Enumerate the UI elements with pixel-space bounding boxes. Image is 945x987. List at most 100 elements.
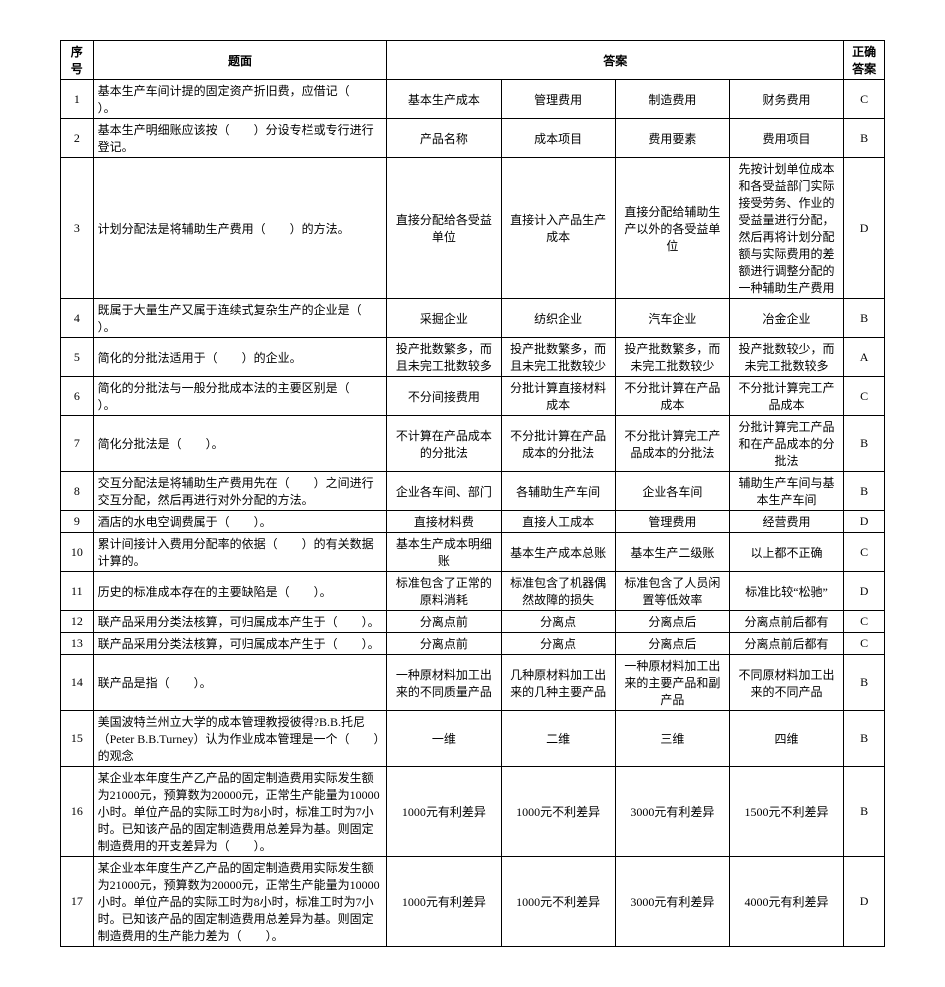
table-row: 11历史的标准成本存在的主要缺陷是（ ）。标准包含了正常的原料消耗标准包含了机器…	[61, 572, 885, 611]
cell-option-c: 制造费用	[615, 80, 729, 119]
table-row: 9酒店的水电空调费属于（ ）。直接材料费直接人工成本管理费用经营费用D	[61, 511, 885, 533]
cell-correct: D	[844, 511, 885, 533]
cell-correct: B	[844, 655, 885, 711]
cell-option-c: 标准包含了人员闲置等低效率	[615, 572, 729, 611]
cell-option-a: 产品名称	[387, 119, 501, 158]
table-row: 15美国波特兰州立大学的成本管理教授彼得?B.B.托尼（Peter B.B.Tu…	[61, 711, 885, 767]
cell-option-c: 直接分配给辅助生产以外的各受益单位	[615, 158, 729, 299]
cell-option-a: 标准包含了正常的原料消耗	[387, 572, 501, 611]
cell-correct: B	[844, 119, 885, 158]
cell-option-c: 一种原材料加工出来的主要产品和副产品	[615, 655, 729, 711]
cell-option-b: 标准包含了机器偶然故障的损失	[501, 572, 615, 611]
cell-option-b: 管理费用	[501, 80, 615, 119]
table-row: 13联产品采用分类法核算，可归属成本产生于（ ）。分离点前分离点分离点后分离点前…	[61, 633, 885, 655]
cell-num: 10	[61, 533, 94, 572]
cell-option-a: 直接分配给各受益单位	[387, 158, 501, 299]
cell-option-d: 财务费用	[729, 80, 843, 119]
cell-option-c: 分离点后	[615, 611, 729, 633]
cell-option-a: 1000元有利差异	[387, 767, 501, 857]
cell-option-c: 费用要素	[615, 119, 729, 158]
cell-option-a: 基本生产成本明细账	[387, 533, 501, 572]
cell-option-d: 分离点前后都有	[729, 633, 843, 655]
cell-question: 累计间接计入费用分配率的依据（ ）的有关数据计算的。	[93, 533, 387, 572]
cell-option-a: 不计算在产品成本的分批法	[387, 416, 501, 472]
cell-option-d: 经营费用	[729, 511, 843, 533]
cell-num: 2	[61, 119, 94, 158]
cell-correct: A	[844, 338, 885, 377]
cell-question: 联产品采用分类法核算，可归属成本产生于（ ）。	[93, 633, 387, 655]
col-question: 题面	[93, 41, 387, 80]
cell-option-c: 投产批数繁多，而未完工批数较少	[615, 338, 729, 377]
cell-option-d: 1500元不利差异	[729, 767, 843, 857]
cell-option-b: 各辅助生产车间	[501, 472, 615, 511]
cell-correct: B	[844, 416, 885, 472]
cell-option-d: 分离点前后都有	[729, 611, 843, 633]
table-row: 4既属于大量生产又属于连续式复杂生产的企业是（ ）。采掘企业纺织企业汽车企业冶金…	[61, 299, 885, 338]
table-row: 14联产品是指（ ）。一种原材料加工出来的不同质量产品几种原材料加工出来的几种主…	[61, 655, 885, 711]
table-body: 1基本生产车间计提的固定资产折旧费，应借记（ ）。基本生产成本管理费用制造费用财…	[61, 80, 885, 947]
cell-option-b: 分离点	[501, 633, 615, 655]
cell-correct: B	[844, 472, 885, 511]
table-row: 5简化的分批法适用于（ ）的企业。投产批数繁多，而且未完工批数较多 投产批数繁多，…	[61, 338, 885, 377]
cell-option-a: 投产批数繁多，而且未完工批数较多	[387, 338, 501, 377]
cell-question: 简化分批法是（ ）。	[93, 416, 387, 472]
cell-num: 12	[61, 611, 94, 633]
cell-correct: C	[844, 80, 885, 119]
cell-option-c: 不分批计算在产品成本	[615, 377, 729, 416]
cell-option-a: 1000元有利差异	[387, 857, 501, 947]
cell-option-c: 三维	[615, 711, 729, 767]
cell-option-a: 不分间接费用	[387, 377, 501, 416]
cell-question: 既属于大量生产又属于连续式复杂生产的企业是（ ）。	[93, 299, 387, 338]
cell-correct: C	[844, 611, 885, 633]
cell-option-d: 费用项目	[729, 119, 843, 158]
cell-option-b: 直接计入产品生产成本	[501, 158, 615, 299]
cell-correct: D	[844, 158, 885, 299]
table-row: 7简化分批法是（ ）。不计算在产品成本的分批法不分批计算在产品成本的分批法不分批…	[61, 416, 885, 472]
table-row: 12联产品采用分类法核算，可归属成本产生于（ ）。分离点前分离点分离点后分离点前…	[61, 611, 885, 633]
cell-option-a: 直接材料费	[387, 511, 501, 533]
cell-num: 14	[61, 655, 94, 711]
cell-option-d: 以上都不正确	[729, 533, 843, 572]
table-row: 17某企业本年度生产乙产品的固定制造费用实际发生额为21000元，预算数为200…	[61, 857, 885, 947]
cell-question: 联产品采用分类法核算，可归属成本产生于（ ）。	[93, 611, 387, 633]
cell-option-d: 投产批数较少，而未完工批数较多	[729, 338, 843, 377]
cell-option-c: 基本生产二级账	[615, 533, 729, 572]
cell-num: 13	[61, 633, 94, 655]
cell-option-c: 企业各车间	[615, 472, 729, 511]
cell-option-c: 3000元有利差异	[615, 857, 729, 947]
question-table: 序号 题面 答案 正确答案 1基本生产车间计提的固定资产折旧费，应借记（ ）。基…	[60, 40, 885, 947]
cell-option-d: 不同原材料加工出来的不同产品	[729, 655, 843, 711]
cell-correct: B	[844, 299, 885, 338]
cell-option-a: 企业各车间、部门	[387, 472, 501, 511]
table-row: 2基本生产明细账应该按（ ）分设专栏或专行进行登记。产品名称成本项目费用要素费用…	[61, 119, 885, 158]
cell-correct: C	[844, 633, 885, 655]
cell-option-d: 不分批计算完工产品成本	[729, 377, 843, 416]
cell-num: 11	[61, 572, 94, 611]
cell-question: 简化的分批法适用于（ ）的企业。	[93, 338, 387, 377]
cell-question: 历史的标准成本存在的主要缺陷是（ ）。	[93, 572, 387, 611]
cell-correct: C	[844, 533, 885, 572]
cell-num: 5	[61, 338, 94, 377]
cell-option-c: 分离点后	[615, 633, 729, 655]
cell-option-b: 直接人工成本	[501, 511, 615, 533]
cell-num: 3	[61, 158, 94, 299]
cell-question: 美国波特兰州立大学的成本管理教授彼得?B.B.托尼（Peter B.B.Turn…	[93, 711, 387, 767]
cell-option-c: 管理费用	[615, 511, 729, 533]
cell-option-d: 4000元有利差异	[729, 857, 843, 947]
cell-num: 4	[61, 299, 94, 338]
cell-num: 8	[61, 472, 94, 511]
cell-option-c: 汽车企业	[615, 299, 729, 338]
cell-num: 6	[61, 377, 94, 416]
cell-option-b: 几种原材料加工出来的几种主要产品	[501, 655, 615, 711]
col-correct: 正确答案	[844, 41, 885, 80]
cell-question: 基本生产车间计提的固定资产折旧费，应借记（ ）。	[93, 80, 387, 119]
cell-option-d: 冶金企业	[729, 299, 843, 338]
cell-option-b: 纺织企业	[501, 299, 615, 338]
cell-option-b: 基本生产成本总账	[501, 533, 615, 572]
table-row: 8交互分配法是将辅助生产费用先在（ ）之间进行交互分配，然后再进行对外分配的方法…	[61, 472, 885, 511]
cell-num: 1	[61, 80, 94, 119]
col-num: 序号	[61, 41, 94, 80]
cell-option-b: 不分批计算在产品成本的分批法	[501, 416, 615, 472]
cell-option-c: 3000元有利差异	[615, 767, 729, 857]
cell-question: 计划分配法是将辅助生产费用（ ）的方法。	[93, 158, 387, 299]
